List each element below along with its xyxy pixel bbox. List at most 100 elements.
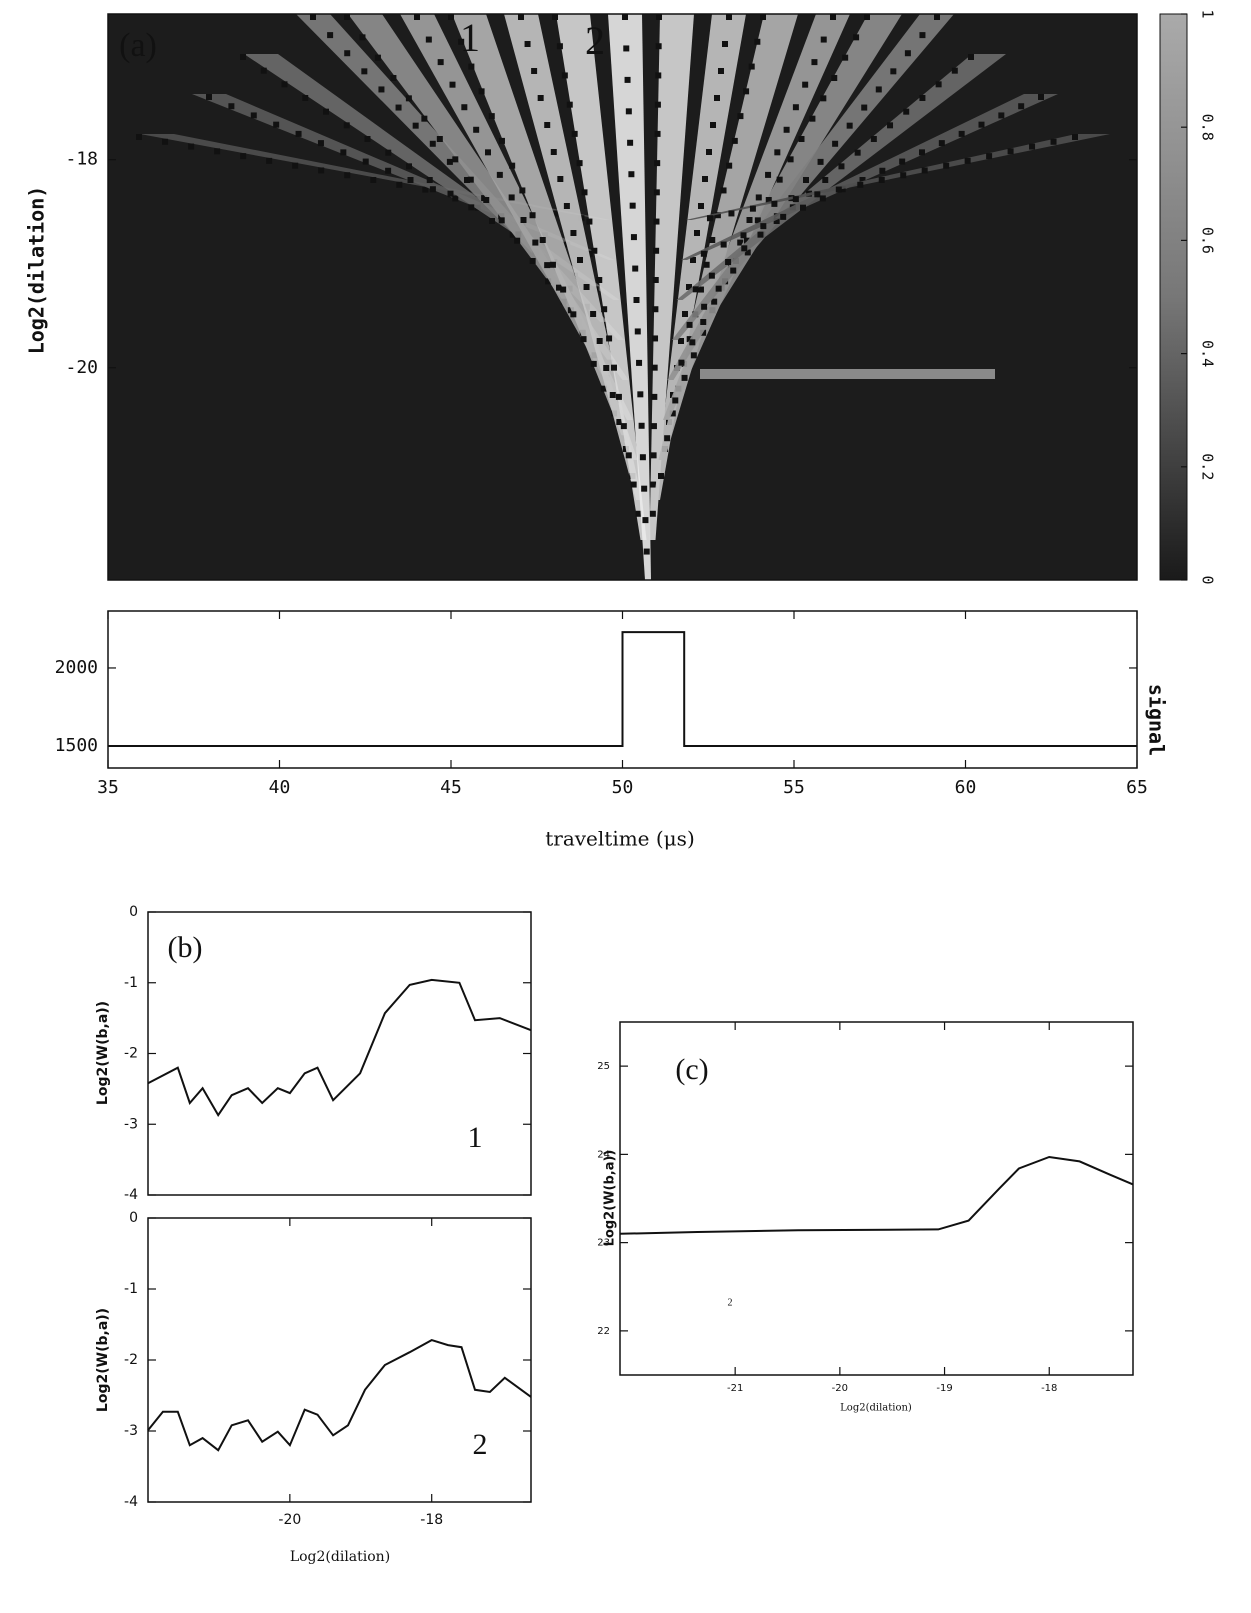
- x-tick-label: 50: [612, 777, 634, 798]
- y-tick-label: 0: [129, 1210, 138, 1226]
- scalogram-dot: [327, 32, 334, 39]
- scalogram-dot: [636, 359, 643, 366]
- scalogram-dot: [429, 140, 436, 147]
- scalogram-dot: [743, 88, 750, 95]
- scalogram-band: [608, 14, 651, 580]
- scalogram-dot: [731, 137, 738, 144]
- scalogram-dot: [468, 204, 475, 211]
- scalogram-dot: [686, 321, 693, 328]
- scalogram-dot: [706, 215, 713, 222]
- scalogram-dot: [899, 158, 906, 165]
- scalogram-dot: [509, 162, 516, 169]
- y-tick-label: 1500: [55, 735, 98, 756]
- scalogram-dot: [653, 247, 660, 254]
- data-line: [147, 978, 532, 1117]
- x-tick-label: 45: [440, 777, 462, 798]
- scalogram-dot: [370, 177, 377, 183]
- scalogram-dot: [632, 265, 639, 272]
- x-tick-label: -20: [278, 1512, 301, 1528]
- scalogram-dot: [672, 397, 679, 404]
- scalogram-dot: [317, 140, 324, 147]
- scalogram-dot: [422, 186, 429, 193]
- scalogram-dot: [468, 63, 475, 70]
- scalogram-dot: [488, 113, 495, 120]
- scalogram-dot: [718, 68, 724, 74]
- scalogram-dot: [879, 167, 886, 174]
- scalogram-dot: [557, 176, 564, 182]
- x-tick-label: 35: [97, 777, 119, 798]
- scalogram-dot: [498, 217, 505, 224]
- scalogram-dot: [681, 374, 688, 381]
- scalogram-dot: [921, 167, 928, 174]
- scalogram-dot: [919, 32, 926, 39]
- scalogram-dot: [514, 237, 521, 244]
- scalogram-dot: [318, 167, 325, 174]
- scalogram-dot: [458, 38, 465, 45]
- scalogram-dot: [552, 14, 558, 20]
- scalogram-dot: [545, 278, 552, 285]
- scalogram-dot: [572, 272, 578, 279]
- scalogram-dot: [260, 67, 267, 74]
- y-tick-label: 2000: [55, 657, 98, 678]
- scalogram-dot: [364, 136, 371, 142]
- scalogram-dot: [576, 160, 583, 167]
- scalogram-dot: [406, 163, 412, 170]
- scalogram-dot: [656, 14, 662, 20]
- y-tick-label: -4: [124, 1494, 138, 1510]
- scalogram-dot: [520, 217, 527, 223]
- scalogram-dot: [686, 336, 693, 343]
- annotation: (b): [168, 931, 203, 964]
- scalogram-band: [672, 14, 954, 340]
- scalogram-dot: [426, 177, 433, 183]
- scalogram-dot: [302, 95, 309, 101]
- scalogram-ridge: [700, 369, 995, 379]
- scalogram-dot: [642, 517, 649, 524]
- y-tick-label: -3: [124, 1423, 138, 1439]
- panel: 22 23 24 25 -21 -20 -19 -18 Log2(dilation) Log2(W…: [597, 1021, 1134, 1414]
- scalogram-dot: [464, 177, 470, 183]
- y-tick-label: -20: [65, 357, 98, 378]
- scalogram-dot: [524, 41, 531, 47]
- scalogram-dot: [835, 186, 842, 193]
- scalogram-dot: [700, 319, 707, 325]
- scalogram-dot: [832, 140, 839, 147]
- scalogram-dot: [709, 237, 716, 243]
- scalogram-dot: [629, 202, 636, 209]
- scalogram-dot: [583, 284, 590, 290]
- scalogram-dot: [625, 452, 632, 459]
- scalogram-dot: [340, 149, 347, 156]
- scalogram-dot: [549, 261, 556, 268]
- scalogram-dot: [556, 43, 563, 50]
- scalogram-dot: [1038, 94, 1044, 100]
- scalogram-dot: [870, 136, 877, 142]
- scalogram-dot: [1050, 138, 1057, 145]
- scalogram-dot: [792, 104, 799, 111]
- scalogram-dot: [740, 232, 747, 239]
- scalogram-dot: [240, 153, 247, 160]
- annotation: 1: [468, 1121, 483, 1154]
- scalogram-dot: [596, 277, 603, 283]
- scalogram-dot: [1018, 103, 1025, 110]
- scalogram-band: [504, 14, 642, 500]
- scalogram-dot: [385, 149, 392, 156]
- scalogram-dot: [652, 335, 659, 342]
- scalogram-dot: [803, 177, 809, 183]
- scalogram-dot: [720, 241, 727, 248]
- scalogram-dot: [838, 163, 845, 170]
- scalogram-dot: [478, 88, 485, 95]
- scalogram-dot: [726, 162, 733, 169]
- scalogram-dot: [446, 158, 453, 165]
- scalogram-dot: [570, 311, 577, 318]
- y-axis-label: Log2(dilation): [25, 186, 49, 355]
- scalogram-dot: [188, 143, 195, 150]
- scalogram-dot: [904, 50, 911, 57]
- scalogram-dot: [938, 140, 945, 147]
- scalogram-dot: [822, 177, 829, 183]
- scalogram-dot: [694, 230, 700, 236]
- scalogram-dot: [498, 137, 505, 144]
- x-axis-label: Log2(dilation): [840, 1403, 912, 1414]
- scalogram-dot: [206, 94, 212, 100]
- scalogram-dot: [638, 422, 645, 429]
- data-line: [619, 1155, 1134, 1235]
- scalogram-dot: [489, 218, 495, 224]
